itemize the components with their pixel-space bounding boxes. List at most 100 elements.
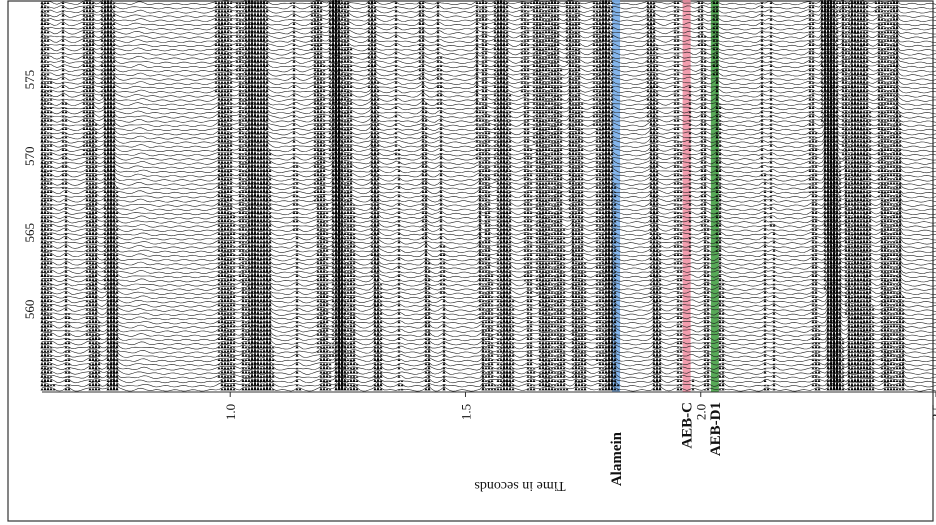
trace	[41, 347, 936, 358]
trace	[41, 292, 936, 304]
y-tick-label: 575	[22, 70, 37, 90]
trace-lobe	[40, 372, 905, 382]
trace-lobe	[40, 284, 902, 294]
trace	[41, 161, 936, 174]
trace-lobe	[40, 100, 899, 109]
trace	[41, 19, 936, 31]
y-tick-label: 560	[22, 300, 37, 320]
trace	[41, 366, 936, 379]
trace-lobe	[40, 364, 905, 374]
trace-lobe	[40, 53, 899, 63]
trace	[41, 241, 936, 253]
trace	[41, 7, 936, 18]
trace	[41, 358, 936, 371]
trace	[41, 99, 936, 111]
trace	[41, 287, 936, 300]
trace-lobe	[40, 0, 899, 9]
trace	[41, 73, 936, 85]
trace	[41, 0, 936, 6]
trace	[41, 224, 936, 237]
trace	[41, 45, 936, 56]
trace	[41, 82, 936, 94]
trace	[41, 339, 936, 350]
trace-lobe	[40, 150, 902, 160]
trace	[41, 116, 936, 127]
trace	[41, 31, 936, 43]
trace	[41, 250, 936, 262]
trace-lobe	[40, 65, 899, 76]
trace-lobe	[40, 86, 899, 97]
trace	[41, 258, 936, 270]
trace-lobe	[40, 196, 902, 206]
trace	[41, 232, 936, 245]
trace	[41, 363, 936, 375]
trace	[41, 316, 936, 329]
trace	[41, 53, 936, 64]
trace	[41, 308, 936, 321]
trace-lobe	[40, 73, 899, 84]
trace-lobe	[40, 158, 902, 168]
trace-lobe	[40, 241, 902, 252]
trace-lobe	[40, 103, 902, 114]
trace-lobe	[40, 125, 902, 135]
horizon-label: Alamein	[609, 431, 625, 486]
trace-lobe	[40, 259, 902, 269]
y-tick-label: 565	[22, 223, 37, 243]
trace-lobe	[40, 56, 899, 67]
trace-lobe	[40, 133, 902, 143]
trace	[41, 212, 936, 224]
horizon-label: AEB-C	[680, 402, 696, 449]
trace	[41, 78, 936, 90]
trace	[41, 56, 936, 69]
trace	[41, 313, 936, 325]
trace	[41, 278, 936, 291]
trace-lobe	[40, 153, 902, 164]
trace	[41, 195, 936, 207]
trace	[41, 47, 936, 60]
frame	[7, 0, 934, 522]
x-tick-label: 2.0	[694, 404, 709, 420]
trace-lobe	[40, 82, 899, 93]
trace	[41, 128, 936, 140]
trace	[41, 179, 936, 190]
trace	[41, 111, 936, 123]
x-tick-label: 1.5	[458, 404, 473, 420]
trace	[41, 153, 936, 165]
trace	[41, 27, 936, 39]
trace	[41, 136, 936, 148]
horizon-label: AEB-D1	[708, 402, 724, 456]
trace-lobe	[40, 142, 902, 151]
trace-lobe	[40, 278, 902, 290]
trace-lobe	[40, 31, 899, 42]
trace	[41, 269, 936, 283]
trace	[41, 61, 936, 73]
x-axis-label: Time in seconds	[474, 478, 565, 493]
trace-lobe	[40, 78, 899, 88]
trace	[41, 69, 936, 81]
trace	[41, 300, 936, 312]
trace-lobe	[40, 70, 899, 80]
trace	[41, 375, 936, 388]
trace	[41, 215, 936, 228]
trace	[41, 206, 936, 220]
trace	[41, 322, 936, 333]
trace-lobe	[40, 207, 902, 219]
horizon-band	[612, 0, 621, 392]
trace	[41, 330, 936, 342]
trace	[41, 91, 936, 102]
trace	[41, 283, 936, 295]
trace-lobe	[40, 162, 902, 172]
trace	[41, 166, 936, 178]
trace-lobe	[40, 108, 902, 118]
y-tick-label: 570	[22, 146, 37, 166]
trace-lobe	[40, 137, 902, 147]
trace-lobe	[40, 221, 902, 231]
trace-lobe	[40, 270, 902, 282]
trace	[41, 1, 936, 14]
trace-lobe	[40, 233, 902, 244]
trace-lobe	[40, 28, 899, 38]
trace-lobe	[40, 261, 902, 273]
trace	[41, 325, 936, 337]
trace	[41, 252, 936, 266]
trace-lobe	[40, 62, 899, 72]
